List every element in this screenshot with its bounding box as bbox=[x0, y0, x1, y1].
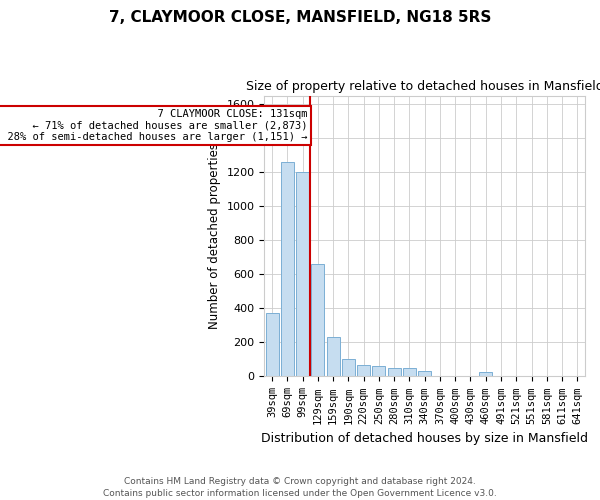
Title: Size of property relative to detached houses in Mansfield: Size of property relative to detached ho… bbox=[246, 80, 600, 93]
Bar bbox=[373, 366, 385, 376]
Bar bbox=[296, 172, 309, 376]
Text: 7, CLAYMOOR CLOSE, MANSFIELD, NG18 5RS: 7, CLAYMOOR CLOSE, MANSFIELD, NG18 5RS bbox=[109, 10, 491, 25]
Bar bbox=[311, 264, 325, 376]
Bar bbox=[418, 372, 431, 376]
Bar bbox=[388, 368, 401, 376]
Bar bbox=[266, 314, 278, 376]
Bar bbox=[342, 358, 355, 376]
Y-axis label: Number of detached properties: Number of detached properties bbox=[208, 143, 221, 329]
Text: 7 CLAYMOOR CLOSE: 131sqm
  ← 71% of detached houses are smaller (2,873)
  28% of: 7 CLAYMOOR CLOSE: 131sqm ← 71% of detach… bbox=[0, 109, 308, 142]
Bar bbox=[281, 162, 294, 376]
Bar bbox=[403, 368, 416, 376]
X-axis label: Distribution of detached houses by size in Mansfield: Distribution of detached houses by size … bbox=[261, 432, 588, 445]
Bar bbox=[357, 364, 370, 376]
Text: Contains HM Land Registry data © Crown copyright and database right 2024.
Contai: Contains HM Land Registry data © Crown c… bbox=[103, 476, 497, 498]
Bar bbox=[326, 338, 340, 376]
Bar bbox=[479, 372, 492, 376]
